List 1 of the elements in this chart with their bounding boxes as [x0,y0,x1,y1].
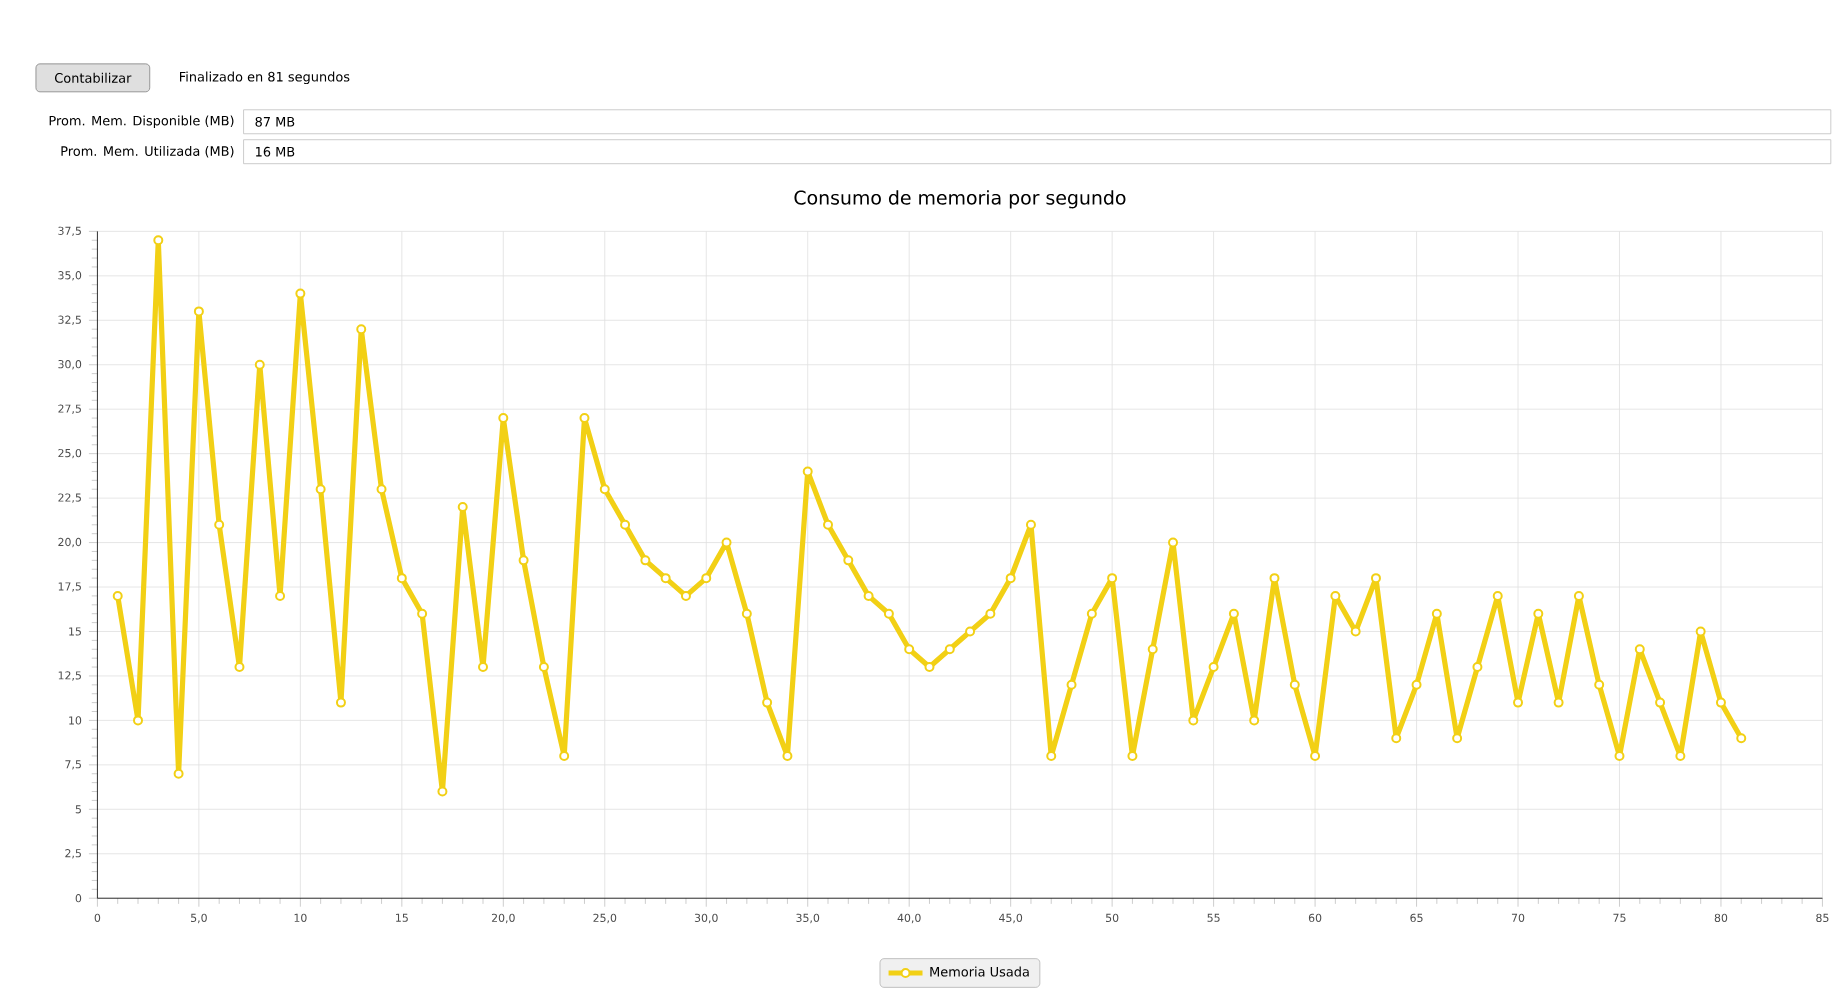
chart-title: Consumo de memoria por segundo [794,190,1126,209]
